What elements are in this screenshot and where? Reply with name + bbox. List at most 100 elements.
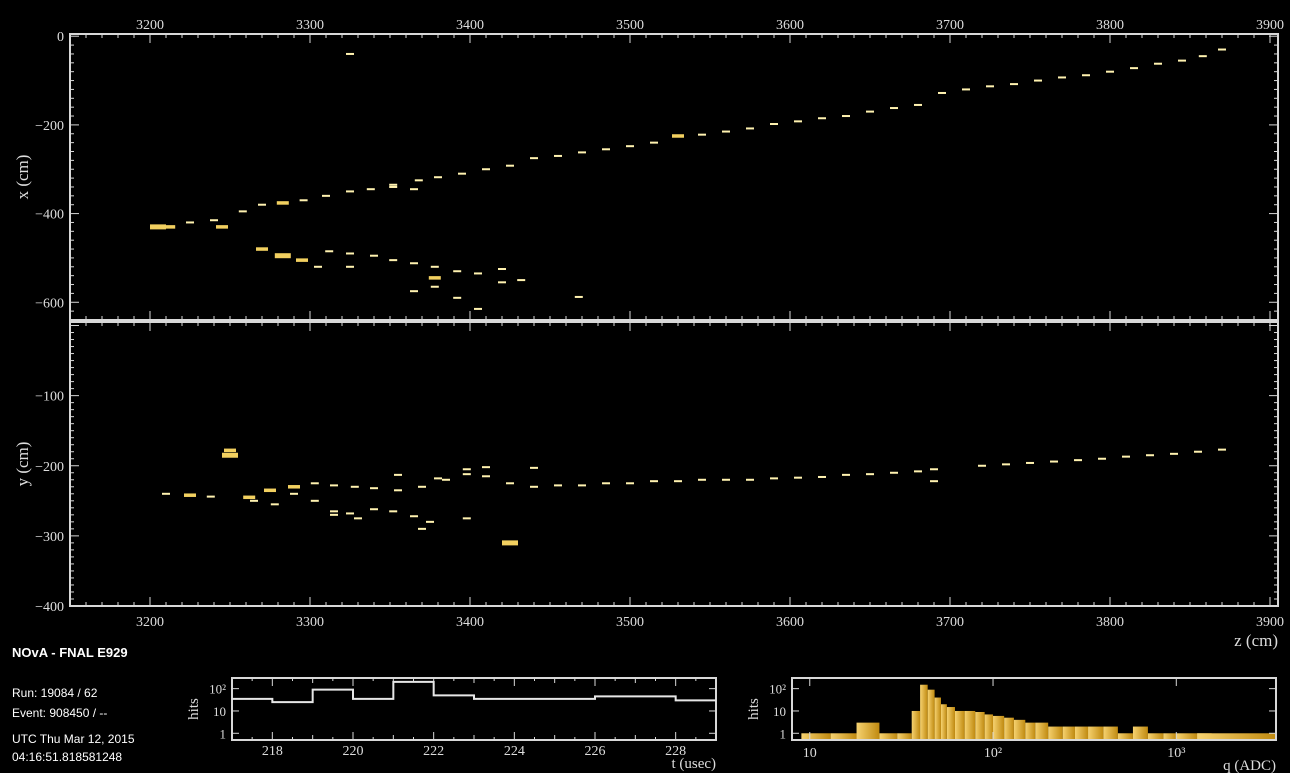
hit-mark: [206, 495, 215, 498]
charge-bar: [946, 707, 955, 740]
x-tick-label: 3700: [936, 18, 964, 33]
event-number: Event: 908450 / --: [12, 706, 108, 720]
hit-mark: [794, 476, 802, 479]
hit-mark: [506, 482, 514, 485]
charge-bar: [1132, 726, 1148, 740]
hit-mark: [530, 157, 538, 160]
hit-mark: [410, 188, 418, 191]
hit-mark: [346, 265, 354, 268]
hit-mark: [366, 188, 375, 191]
hit-mark: [290, 492, 298, 495]
hit-mark: [418, 485, 426, 488]
hit-mark: [1050, 460, 1058, 463]
hit-mark: [578, 484, 586, 487]
hit-mark: [602, 148, 610, 151]
hit-mark: [310, 499, 319, 502]
yz-view-plot: 3200 3300 3400 3500 3600 3700 3800 3900 −100 −200…: [13, 321, 1284, 650]
hit-mark: [330, 510, 338, 513]
hit-mark: [498, 268, 506, 271]
hit-mark: [410, 290, 418, 293]
x-tick-label: 3600: [776, 18, 804, 33]
x-tick-label: 10²: [984, 746, 1002, 761]
hit-mark: [1034, 79, 1042, 82]
hit-mark: [224, 448, 236, 453]
charge-bar: [920, 684, 928, 740]
y-tick-label: 10²: [769, 682, 786, 697]
hit-mark: [530, 485, 538, 488]
hit-mark: [602, 482, 610, 485]
hit-mark: [914, 470, 922, 473]
hit-mark: [978, 464, 986, 467]
hit-mark: [270, 503, 279, 506]
y-axis-label: hits: [186, 698, 202, 720]
hit-mark: [722, 478, 730, 481]
y-tick-label: −600: [35, 296, 64, 311]
hit-mark: [1146, 454, 1154, 457]
x-tick-label: 228: [665, 744, 686, 759]
x-axis-label: q (ADC): [1223, 758, 1276, 773]
charge-bar: [856, 722, 880, 740]
charge-bar: [1074, 726, 1089, 740]
hit-mark: [1154, 62, 1162, 65]
hit-mark: [1058, 76, 1066, 79]
hit-mark: [442, 478, 450, 481]
hit-mark: [394, 473, 402, 476]
hit-mark: [346, 190, 354, 193]
y-tick-label: −400: [35, 600, 64, 615]
plot-frame: [791, 677, 1277, 741]
hit-mark: [163, 225, 176, 229]
utc-time: 04:16:51.818581248: [12, 750, 123, 764]
hit-mark: [410, 262, 418, 265]
charge-bar: [954, 710, 965, 740]
y-tick-label: 1: [220, 726, 227, 741]
hit-mark: [222, 452, 238, 458]
hit-mark: [184, 493, 196, 497]
x-tick-label: 220: [343, 744, 364, 759]
charge-bar: [934, 697, 941, 740]
hit-mark: [462, 468, 471, 471]
hit-mark: [578, 151, 586, 154]
hit-mark: [389, 259, 398, 262]
x-tick-label: 3200: [136, 615, 164, 630]
hit-mark: [250, 499, 258, 502]
x-tick-label: 226: [585, 744, 606, 759]
hit-mark: [299, 199, 308, 202]
hit-mark: [517, 279, 526, 282]
hit-mark: [462, 517, 471, 520]
x-tick-label: 3900: [1256, 615, 1284, 630]
hit-mark: [325, 250, 334, 253]
y-tick-label: −100: [35, 390, 64, 405]
hit-mark: [770, 477, 778, 480]
time-histogram-line: [232, 680, 716, 704]
hit-mark: [672, 134, 684, 138]
y-axis-label: y (cm): [13, 442, 32, 487]
charge-bar: [1176, 733, 1198, 740]
x-tick-label: 224: [504, 744, 525, 759]
hit-mark: [418, 527, 426, 530]
charge-bar: [1062, 726, 1075, 740]
hit-mark: [216, 225, 228, 229]
x-tick-label: 10: [803, 746, 817, 761]
x-tick-label: 218: [262, 744, 283, 759]
charge-bar: [993, 715, 1005, 740]
x-tick-label: 3300: [296, 18, 324, 33]
y-tick-label: −300: [35, 530, 64, 545]
x-tick-label: 3500: [616, 18, 644, 33]
x-tick-label: 3300: [296, 615, 324, 630]
y-tick-label: 10: [773, 704, 786, 719]
hit-mark: [310, 482, 319, 485]
xz-view-plot: 3200 3300 3400 3500 3600 3700 3800 3900 0 −200 −40…: [13, 18, 1284, 321]
hit-mark: [746, 127, 754, 130]
hit-mark: [296, 258, 308, 262]
charge-bar: [801, 733, 831, 740]
hit-mark: [350, 485, 359, 488]
hit-mark: [890, 107, 898, 110]
hit-mark: [150, 224, 166, 230]
hit-mark: [330, 484, 338, 487]
hit-mark: [428, 276, 441, 280]
hit-mark: [890, 471, 898, 474]
charge-bar: [879, 733, 898, 740]
hit-mark: [258, 203, 266, 206]
hit-mark: [370, 254, 378, 257]
x-tick-label: 3400: [456, 18, 484, 33]
